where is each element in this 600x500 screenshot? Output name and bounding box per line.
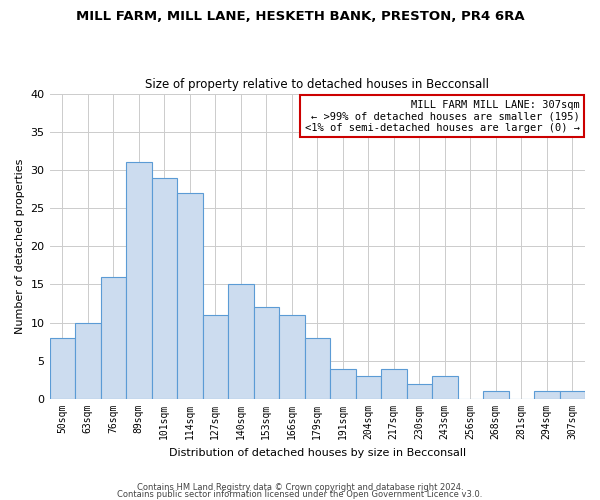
Bar — [407, 384, 432, 399]
Text: MILL FARM, MILL LANE, HESKETH BANK, PRESTON, PR4 6RA: MILL FARM, MILL LANE, HESKETH BANK, PRES… — [76, 10, 524, 23]
X-axis label: Distribution of detached houses by size in Becconsall: Distribution of detached houses by size … — [169, 448, 466, 458]
Bar — [203, 315, 228, 399]
Bar — [75, 322, 101, 399]
Bar — [279, 315, 305, 399]
Bar — [305, 338, 330, 399]
Bar — [381, 368, 407, 399]
Y-axis label: Number of detached properties: Number of detached properties — [15, 158, 25, 334]
Title: Size of property relative to detached houses in Becconsall: Size of property relative to detached ho… — [145, 78, 489, 91]
Bar — [330, 368, 356, 399]
Bar — [534, 392, 560, 399]
Bar — [432, 376, 458, 399]
Text: MILL FARM MILL LANE: 307sqm
← >99% of detached houses are smaller (195)
<1% of s: MILL FARM MILL LANE: 307sqm ← >99% of de… — [305, 100, 580, 133]
Bar — [356, 376, 381, 399]
Bar — [50, 338, 75, 399]
Text: Contains public sector information licensed under the Open Government Licence v3: Contains public sector information licen… — [118, 490, 482, 499]
Bar — [152, 178, 177, 399]
Bar — [177, 193, 203, 399]
Bar — [126, 162, 152, 399]
Text: Contains HM Land Registry data © Crown copyright and database right 2024.: Contains HM Land Registry data © Crown c… — [137, 484, 463, 492]
Bar — [483, 392, 509, 399]
Bar — [560, 392, 585, 399]
Bar — [101, 277, 126, 399]
Bar — [254, 308, 279, 399]
Bar — [228, 284, 254, 399]
